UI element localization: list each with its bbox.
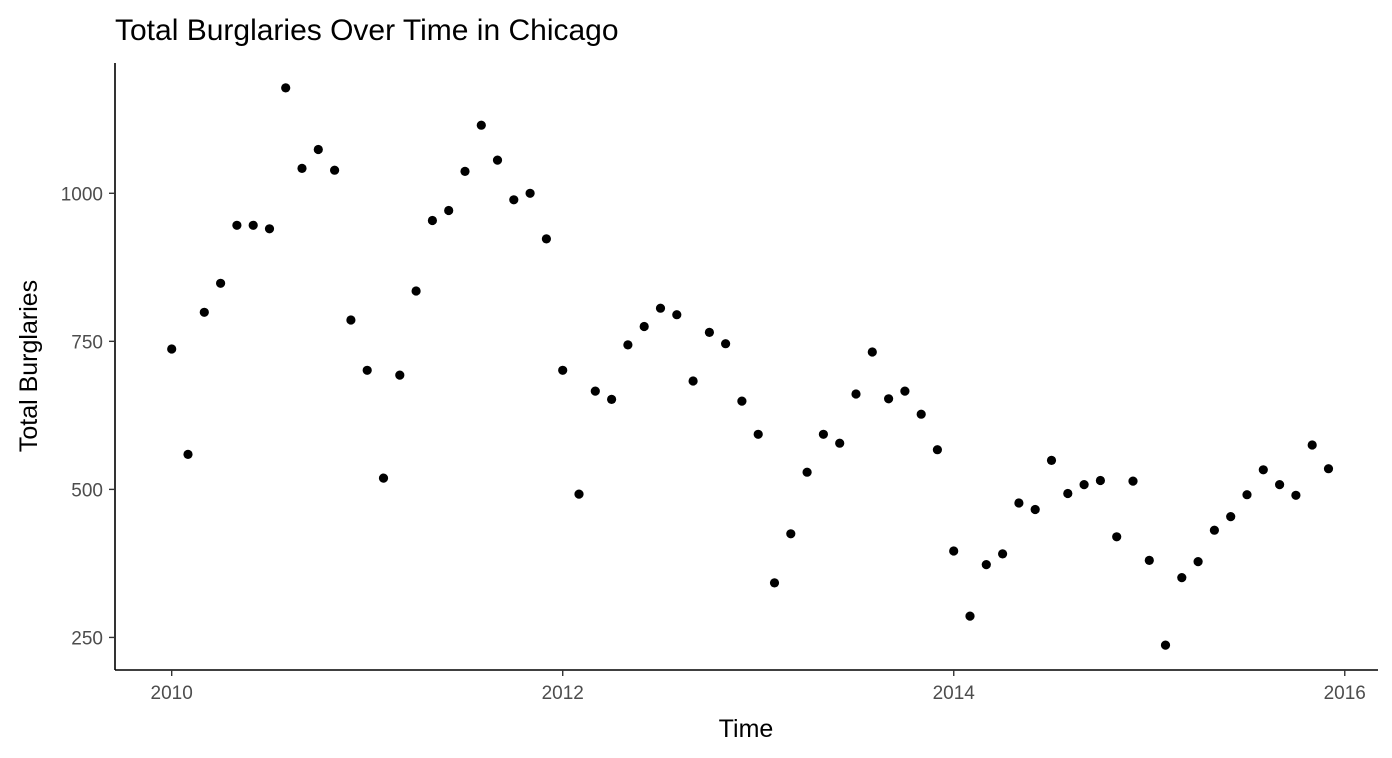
data-point: [1275, 480, 1285, 490]
data-point: [867, 347, 877, 357]
data-point: [932, 445, 943, 455]
data-point: [281, 83, 291, 93]
data-point: [590, 386, 600, 396]
data-point: [378, 473, 389, 483]
x-axis-title: Time: [719, 715, 774, 743]
data-point: [460, 166, 470, 176]
data-point: [1046, 455, 1057, 465]
data-point: [688, 376, 698, 386]
x-tick-label: 2012: [542, 683, 584, 704]
y-tick-label: 500: [71, 480, 103, 501]
data-point: [769, 578, 780, 588]
data-point: [900, 386, 910, 396]
data-point: [264, 224, 275, 234]
data-point: [835, 438, 845, 448]
data-point: [411, 286, 421, 296]
data-point: [1160, 640, 1171, 650]
data-point: [395, 370, 405, 380]
data-point: [721, 339, 731, 349]
data-point: [818, 429, 829, 439]
data-point: [297, 163, 307, 173]
data-point: [509, 195, 519, 205]
data-point: [574, 489, 584, 499]
data-point: [802, 467, 812, 477]
data-point: [1128, 476, 1138, 486]
data-point: [525, 188, 535, 198]
data-points: [167, 83, 1334, 650]
data-point: [1177, 573, 1187, 583]
y-tick-label: 1000: [61, 184, 103, 205]
data-point: [639, 321, 649, 332]
data-point: [753, 429, 763, 439]
y-tick-label: 750: [71, 332, 103, 353]
x-tick-label: 2014: [933, 683, 976, 704]
data-point: [167, 344, 177, 354]
x-tick-label: 2010: [151, 683, 193, 704]
data-point: [541, 234, 552, 244]
data-point: [1079, 480, 1089, 490]
data-point: [949, 546, 959, 556]
data-point: [1112, 532, 1122, 542]
y-axis-ticks: 250 500 750 1000: [61, 184, 115, 649]
data-point: [1014, 498, 1024, 508]
data-point: [1030, 504, 1040, 515]
data-point: [492, 155, 503, 165]
data-point: [1258, 465, 1268, 475]
data-point: [1193, 557, 1203, 567]
data-point: [313, 144, 323, 155]
data-point: [672, 310, 682, 320]
data-point: [444, 205, 454, 216]
y-tick-label: 250: [71, 628, 103, 649]
data-point: [330, 165, 340, 175]
data-point: [216, 278, 226, 288]
data-point: [248, 220, 258, 230]
data-point: [1226, 511, 1236, 522]
data-point: [232, 220, 242, 230]
data-point: [362, 365, 372, 375]
data-point: [1144, 555, 1154, 566]
data-point: [737, 396, 747, 406]
data-point: [981, 560, 991, 570]
data-point: [476, 120, 486, 130]
data-point: [199, 307, 209, 317]
chart-title: Total Burglaries Over Time in Chicago: [115, 14, 619, 47]
data-point: [704, 327, 715, 337]
data-point: [1242, 490, 1252, 500]
data-point: [623, 340, 633, 350]
data-point: [851, 389, 861, 399]
data-point: [1063, 488, 1073, 499]
data-point: [916, 409, 926, 419]
data-point: [1095, 475, 1105, 486]
data-point: [884, 394, 894, 404]
data-point: [1209, 525, 1219, 535]
data-point: [607, 394, 617, 404]
data-point: [655, 303, 666, 313]
data-point: [427, 215, 437, 226]
data-point: [998, 549, 1008, 559]
data-point: [558, 365, 568, 375]
data-point: [1291, 490, 1301, 500]
data-point: [786, 529, 796, 539]
y-axis-title: Total Burglaries: [15, 280, 43, 452]
data-point: [1307, 440, 1317, 450]
data-point: [965, 611, 975, 621]
x-tick-label: 2016: [1324, 683, 1366, 704]
x-axis-ticks: 2010 2012 2014 2016: [151, 670, 1366, 704]
data-point: [1323, 464, 1334, 474]
data-point: [183, 449, 193, 459]
data-point: [346, 315, 356, 325]
